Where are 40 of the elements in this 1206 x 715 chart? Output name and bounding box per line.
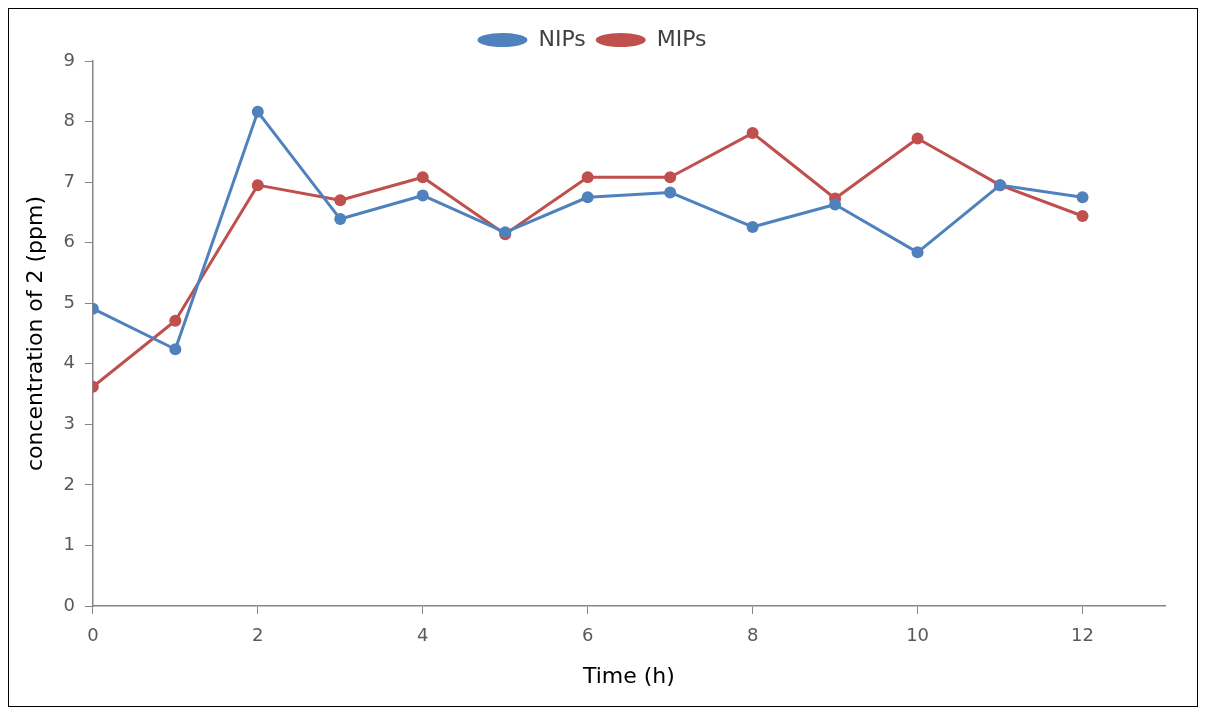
point bbox=[746, 127, 759, 140]
x-tick-label: 0 bbox=[87, 624, 99, 646]
point bbox=[416, 189, 429, 202]
y-tick-label: 6 bbox=[63, 230, 75, 252]
point bbox=[334, 213, 347, 226]
point bbox=[664, 171, 677, 184]
point bbox=[251, 179, 264, 192]
point bbox=[251, 105, 264, 118]
legend-label: NIPs bbox=[538, 25, 586, 51]
x-axis-title: Time (h) bbox=[581, 662, 675, 688]
x-tick-label: 10 bbox=[906, 624, 930, 646]
x-tick-label: 12 bbox=[1071, 624, 1094, 646]
y-tick-label: 2 bbox=[63, 472, 75, 494]
point bbox=[581, 191, 594, 204]
point bbox=[1076, 210, 1089, 223]
point bbox=[911, 246, 924, 259]
point bbox=[169, 314, 182, 327]
legend-label: MIPs bbox=[656, 25, 707, 51]
y-tick-label: 3 bbox=[63, 412, 75, 434]
point bbox=[664, 186, 677, 199]
point bbox=[911, 132, 924, 145]
y-tick-label: 0 bbox=[63, 593, 75, 615]
y-tick-label: 8 bbox=[63, 109, 75, 131]
y-tick-label: 4 bbox=[63, 351, 75, 373]
y-axis-title: concentration of 2 (ppm) bbox=[21, 195, 47, 472]
point bbox=[1076, 191, 1089, 204]
point bbox=[581, 171, 594, 184]
x-tick-label: 8 bbox=[746, 624, 759, 646]
y-tick-label: 7 bbox=[63, 169, 75, 191]
y-tick-label: 5 bbox=[63, 290, 75, 312]
point bbox=[169, 343, 182, 356]
x-tick-label: 6 bbox=[581, 624, 594, 646]
point bbox=[746, 220, 759, 233]
point bbox=[416, 171, 429, 184]
point bbox=[334, 194, 347, 207]
y-tick-label: 1 bbox=[63, 533, 75, 555]
point bbox=[829, 198, 842, 211]
x-tick-label: 4 bbox=[417, 624, 429, 646]
x-tick-label: 2 bbox=[252, 624, 264, 646]
y-tick-label: 9 bbox=[63, 48, 75, 70]
